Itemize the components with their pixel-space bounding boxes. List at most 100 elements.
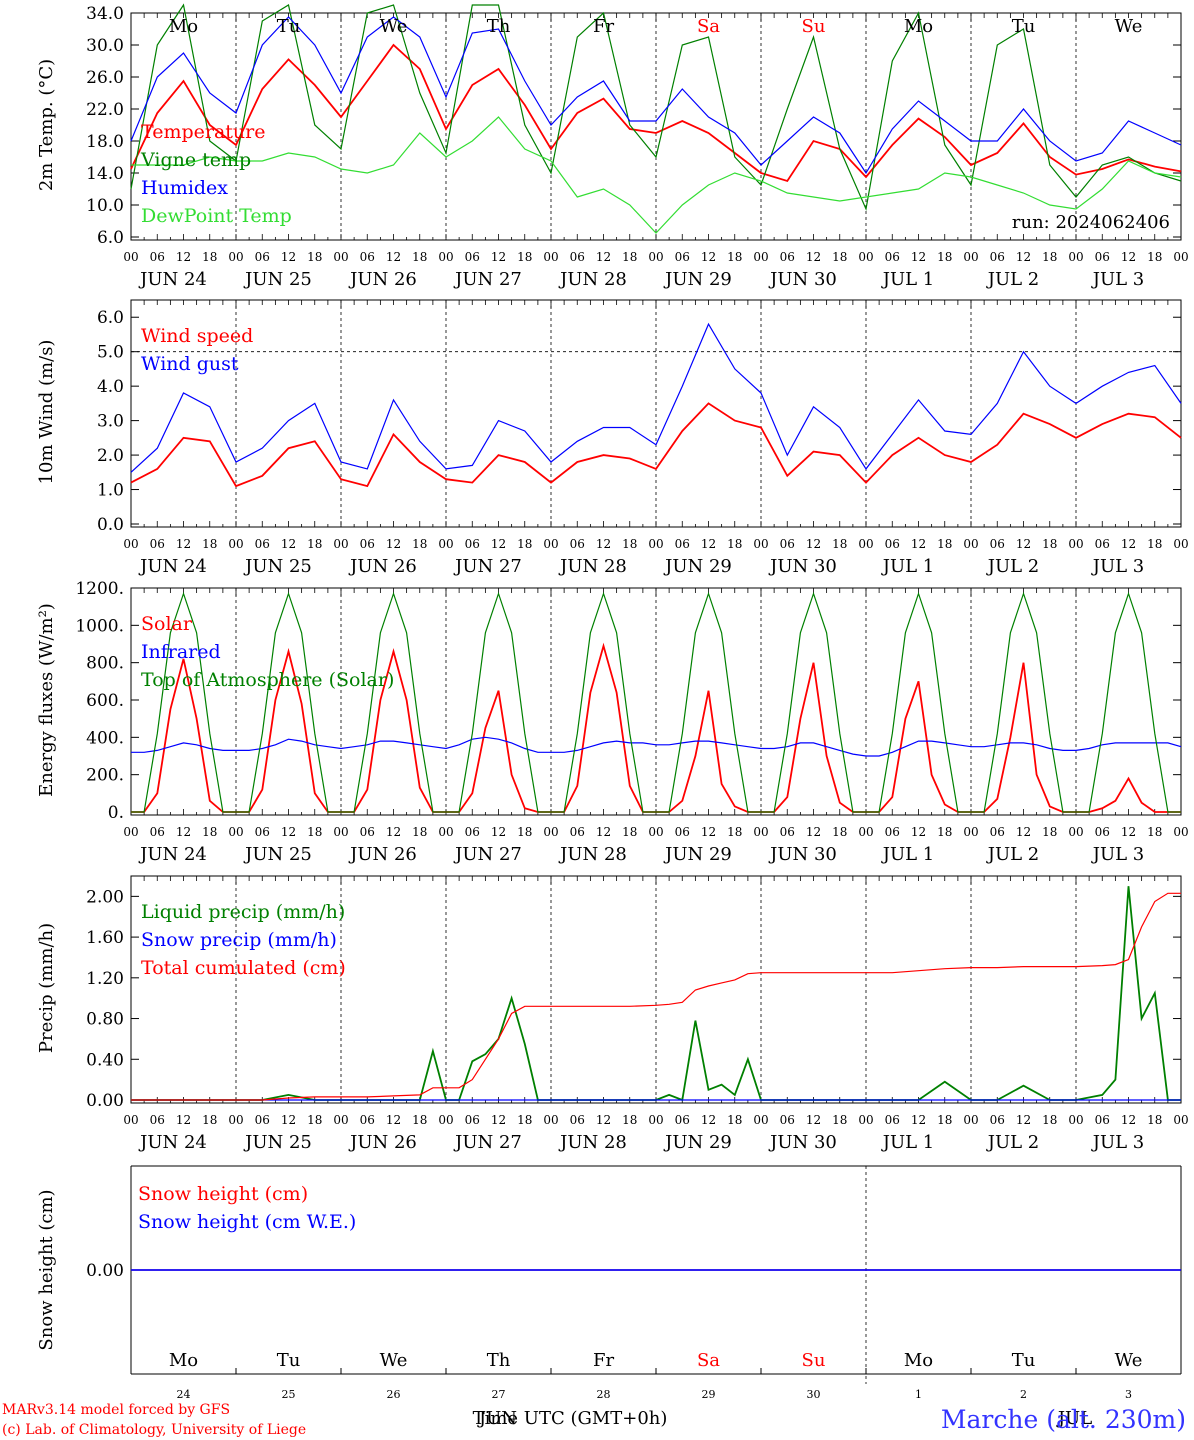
hour-tick-label: 18: [622, 537, 637, 551]
y-tick-label: 34.0: [86, 4, 124, 24]
day-name-label: Tu: [277, 1350, 301, 1371]
hour-tick-label: 00: [1173, 825, 1188, 839]
hour-tick-label: 06: [150, 537, 165, 551]
hour-tick-label: 06: [1095, 250, 1110, 264]
y-tick-label: 800.: [86, 654, 124, 674]
day-number-label: 28: [597, 1388, 611, 1401]
hour-tick-label: 06: [990, 250, 1005, 264]
hour-tick-label: 18: [727, 825, 742, 839]
hour-tick-label: 18: [832, 537, 847, 551]
hour-tick-label: 00: [123, 250, 138, 264]
hour-tick-label: 00: [228, 537, 243, 551]
date-label: JUN 27: [453, 556, 522, 577]
hour-tick-label: 00: [543, 1113, 558, 1127]
hour-tick-label: 18: [307, 250, 322, 264]
day-number-label: 2: [1020, 1388, 1027, 1401]
hour-tick-label: 12: [1121, 825, 1136, 839]
hour-tick-label: 00: [648, 537, 663, 551]
date-label: JUL 3: [1091, 1132, 1145, 1153]
legend-entry: Wind gust: [141, 353, 239, 375]
hour-tick-label: 06: [465, 250, 480, 264]
hour-tick-label: 12: [1016, 825, 1031, 839]
hour-tick-label: 12: [281, 250, 296, 264]
day-name-label: Su: [802, 16, 826, 37]
station-label: Marche (alt. 230m): [941, 1405, 1186, 1434]
y-tick-label: 5.0: [97, 343, 124, 363]
legend-entry: Temperature: [141, 121, 265, 143]
date-label: JUN 25: [243, 844, 312, 865]
day-name-label: Mo: [904, 1350, 933, 1371]
hour-tick-label: 06: [150, 825, 165, 839]
y-tick-label: 400.: [86, 728, 124, 748]
y-tick-label: 22.0: [86, 100, 124, 120]
hour-tick-label: 00: [753, 1113, 768, 1127]
date-label: JUN 29: [663, 269, 732, 290]
hour-tick-label: 00: [438, 537, 453, 551]
hour-tick-label: 00: [963, 537, 978, 551]
hour-tick-label: 06: [360, 250, 375, 264]
hour-tick-label: 00: [228, 1113, 243, 1127]
series-line-2-2: [131, 591, 1181, 813]
y-axis-title: Precip (mm/h): [36, 923, 57, 1053]
day-name-label: Mo: [904, 16, 933, 37]
date-label: JUN 24: [138, 1132, 207, 1153]
day-name-label: Th: [487, 1350, 511, 1371]
hour-tick-label: 00: [858, 1113, 873, 1127]
y-tick-label: 1.60: [86, 928, 124, 948]
legend-entry: Total cumulated (cm): [141, 957, 346, 979]
plot-frame: [130, 299, 1182, 528]
hour-tick-label: 06: [675, 250, 690, 264]
day-name-label: Th: [487, 16, 511, 37]
hour-tick-label: 12: [176, 1113, 191, 1127]
legend-entry: Solar: [141, 613, 193, 635]
hour-tick-label: 12: [491, 250, 506, 264]
hour-tick-label: 00: [228, 825, 243, 839]
hour-tick-label: 00: [333, 825, 348, 839]
hour-tick-label: 12: [1121, 537, 1136, 551]
x-axis-title: Time UTC (GMT+0h): [473, 1408, 668, 1429]
hour-tick-label: 06: [150, 250, 165, 264]
hour-tick-label: 00: [1173, 250, 1188, 264]
hour-tick-label: 00: [333, 537, 348, 551]
hour-tick-label: 12: [1016, 537, 1031, 551]
legend-entry: Wind speed: [141, 325, 253, 347]
date-label: JUN 28: [558, 269, 627, 290]
day-name-label: Sa: [697, 1350, 720, 1371]
hour-tick-label: 00: [543, 537, 558, 551]
hour-tick-label: 18: [832, 825, 847, 839]
series-line-1-0: [130, 402, 1182, 488]
hour-tick-label: 12: [491, 825, 506, 839]
hour-tick-label: 18: [1042, 250, 1057, 264]
date-label: JUL 3: [1091, 556, 1145, 577]
hour-tick-label: 18: [202, 825, 217, 839]
hour-tick-label: 12: [176, 537, 191, 551]
hour-tick-label: 18: [1147, 537, 1162, 551]
hour-tick-label: 06: [255, 825, 270, 839]
hour-tick-label: 12: [1016, 250, 1031, 264]
hour-tick-label: 06: [570, 537, 585, 551]
date-label: JUN 28: [558, 1132, 627, 1153]
y-tick-label: 3.0: [97, 412, 124, 432]
y-axis-title: 10m Wind (m/s): [36, 340, 57, 485]
panel-0-frame: 6.0 10.0 14.0 18.0 22.0 26.0 30.0 34.0 2m Temp. …: [36, 4, 1182, 248]
hour-tick-label: 18: [307, 537, 322, 551]
hour-tick-label: 06: [885, 250, 900, 264]
date-label: JUL 1: [881, 556, 935, 577]
hour-tick-label: 06: [465, 825, 480, 839]
day-names-top: Mo Tu We Th Fr Sa Su Mo Tu We: [169, 16, 1142, 37]
hour-tick-label: 18: [727, 537, 742, 551]
credit-line-1: MARv3.14 model forced by GFS: [2, 1402, 230, 1418]
legend-entry: Top of Atmosphere (Solar): [141, 669, 394, 691]
y-tick-label: 18.0: [86, 132, 124, 152]
hour-tick-label: 18: [937, 825, 952, 839]
plot-frame: [130, 587, 1182, 816]
y-axis-title: 2m Temp. (°C): [36, 59, 57, 191]
series-line-0-3: [131, 116, 1182, 234]
hour-tick-label: 18: [727, 250, 742, 264]
run-annotation: run: 2024062406: [1012, 212, 1170, 233]
hour-tick-label: 18: [1042, 1113, 1057, 1127]
hour-tick-label: 18: [622, 1113, 637, 1127]
hour-tick-label: 12: [701, 1113, 716, 1127]
hour-tick-label: 06: [675, 1113, 690, 1127]
